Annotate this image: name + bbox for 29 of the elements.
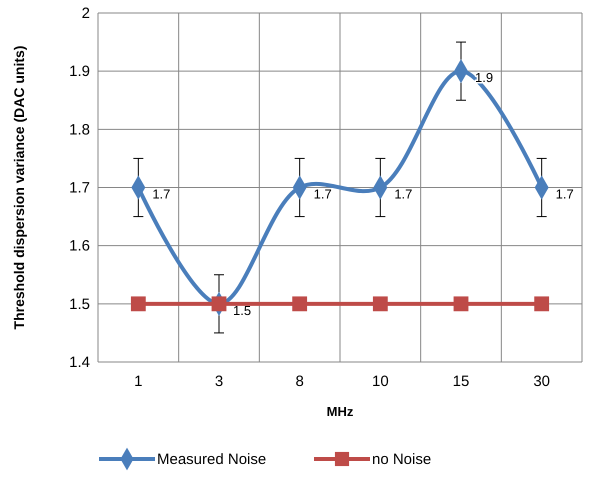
point — [130, 296, 146, 312]
y-tick-label: 1.7 — [69, 180, 90, 196]
x-tick-label: 8 — [295, 373, 304, 390]
y-tick-label: 1.5 — [69, 296, 90, 313]
point — [212, 296, 226, 312]
x-tick-label: 10 — [372, 373, 389, 390]
y-tick-label: 1.9 — [69, 63, 90, 80]
point — [534, 296, 550, 312]
data-label: 1.7 — [314, 186, 332, 202]
x-tick-label: 15 — [452, 373, 470, 390]
x-tick-label: 3 — [214, 373, 224, 390]
x-tick-label: 1 — [134, 373, 143, 390]
y-tick-label: 1.8 — [69, 121, 90, 138]
y-axis-title: Threshold dispersion variance (DAC units) — [11, 46, 27, 330]
data-label: 1.7 — [152, 186, 170, 202]
y-tick-label: 1.4 — [69, 354, 90, 371]
point — [372, 296, 388, 312]
x-axis-title: MHz — [326, 404, 354, 419]
data-label: 1.7 — [394, 186, 412, 202]
legend-label: no Noise — [372, 451, 432, 468]
x-tick-label: 30 — [533, 373, 550, 390]
data-label: 1.9 — [475, 70, 494, 86]
data-label: 1.5 — [233, 302, 252, 318]
y-tick-label: 2 — [82, 5, 90, 22]
data-label: 1.7 — [556, 186, 574, 202]
point — [292, 296, 308, 312]
y-tick-label: 1.6 — [69, 238, 90, 255]
legend-label: Measured Noise — [157, 451, 266, 468]
point — [454, 296, 468, 312]
